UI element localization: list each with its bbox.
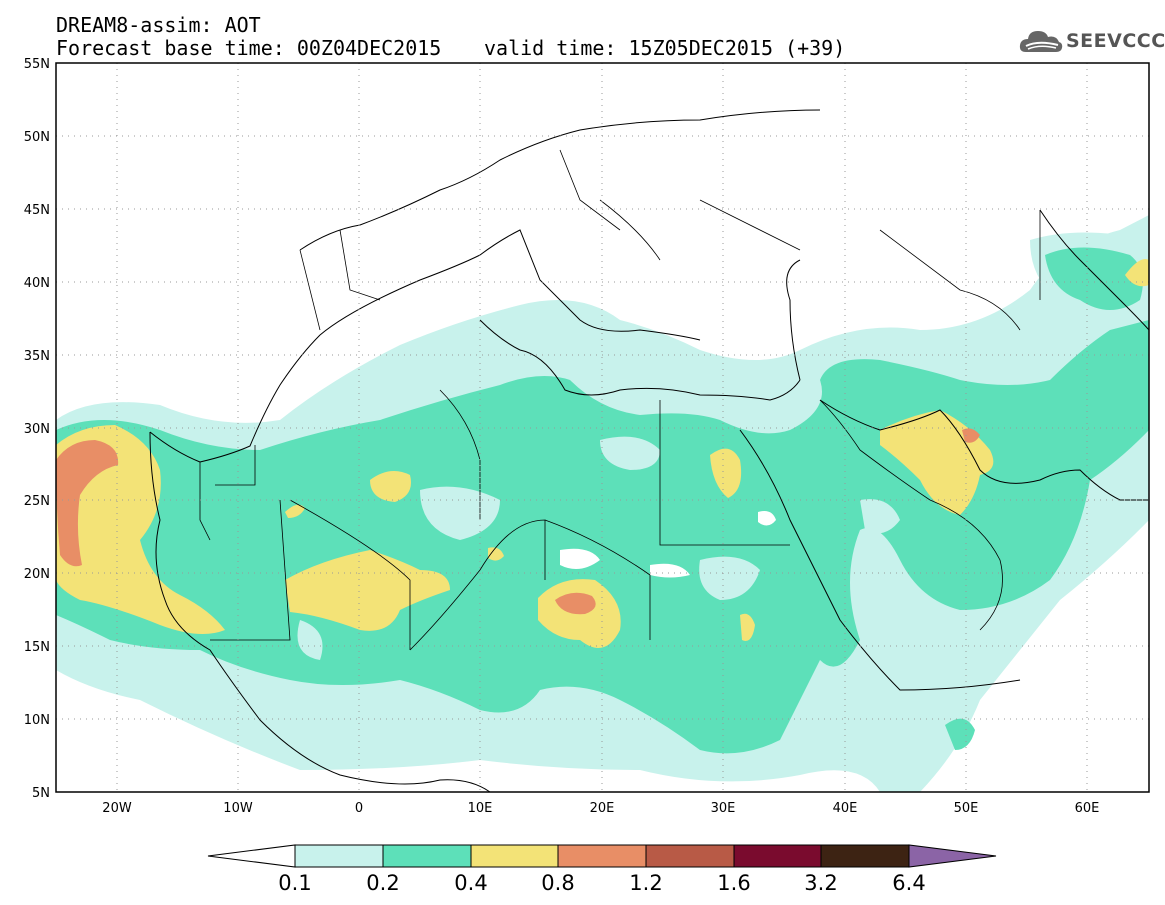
colorbar-under-triangle (207, 844, 296, 868)
colorbar-swatch (557, 844, 647, 868)
colorbar-swatch (382, 844, 472, 868)
graticule (56, 63, 1149, 792)
lat-tick: 50N (24, 130, 50, 145)
lat-tick: 20N (24, 567, 50, 582)
colorbar: 0.1 0.2 0.4 0.8 1.2 1.6 3.2 6.4 (207, 844, 997, 895)
colorbar-swatch (733, 844, 822, 868)
cloud-icon (1019, 31, 1063, 52)
chart-title: DREAM8-assim: AOT (56, 13, 261, 37)
colorbar-label: 3.2 (804, 871, 837, 895)
lat-tick: 45N (24, 203, 50, 218)
lat-tick: 30N (24, 422, 50, 437)
lat-tick: 15N (24, 640, 50, 655)
logo-text: SEEVCCC (1066, 30, 1165, 52)
lat-tick: 40N (24, 276, 50, 291)
lat-tick: 10N (24, 713, 50, 728)
lon-tick: 0 (355, 801, 363, 816)
valid-time: valid time: 15Z05DEC2015 (+39) (484, 36, 846, 60)
colorbar-over-triangle (908, 844, 997, 868)
colorbar-label: 0.4 (454, 871, 487, 895)
lon-axis: 20W 10W 0 10E 20E 30E 40E 50E 60E (102, 801, 1099, 816)
colorbar-label: 6.4 (892, 871, 925, 895)
colorbar-label: 1.2 (629, 871, 662, 895)
coastlines (149, 109, 1149, 792)
colorbar-label: 0.8 (541, 871, 574, 895)
colorbar-swatch (294, 844, 384, 868)
colorbar-label: 0.1 (278, 871, 311, 895)
lon-tick: 30E (711, 801, 736, 816)
lat-tick: 35N (24, 349, 50, 364)
colorbar-label: 0.2 (366, 871, 399, 895)
colorbar-label: 1.6 (717, 871, 750, 895)
forecast-base-time: Forecast base time: 00Z04DEC2015 (56, 36, 442, 60)
lat-tick: 55N (24, 57, 50, 72)
lon-tick: 40E (833, 801, 858, 816)
lat-tick: 5N (32, 786, 50, 801)
colorbar-swatch (645, 844, 735, 868)
lat-axis: 55N 50N 45N 40N 35N 30N 25N 20N 15N 10N … (24, 57, 50, 801)
lon-tick: 60E (1075, 801, 1100, 816)
lat-tick: 25N (24, 494, 50, 509)
aot-clear-patches (560, 511, 776, 578)
lon-tick: 50E (954, 801, 979, 816)
lon-tick: 20E (590, 801, 615, 816)
seevccc-logo: SEEVCCC (1018, 26, 1165, 56)
lon-tick: 10E (468, 801, 493, 816)
colorbar-swatch (820, 844, 910, 868)
map-frame (55, 62, 1150, 793)
lon-tick: 20W (102, 801, 132, 816)
country-borders (199, 149, 1041, 651)
aot-level-0.8 (56, 428, 980, 615)
colorbar-swatch (470, 844, 559, 868)
lon-tick: 10W (223, 801, 253, 816)
